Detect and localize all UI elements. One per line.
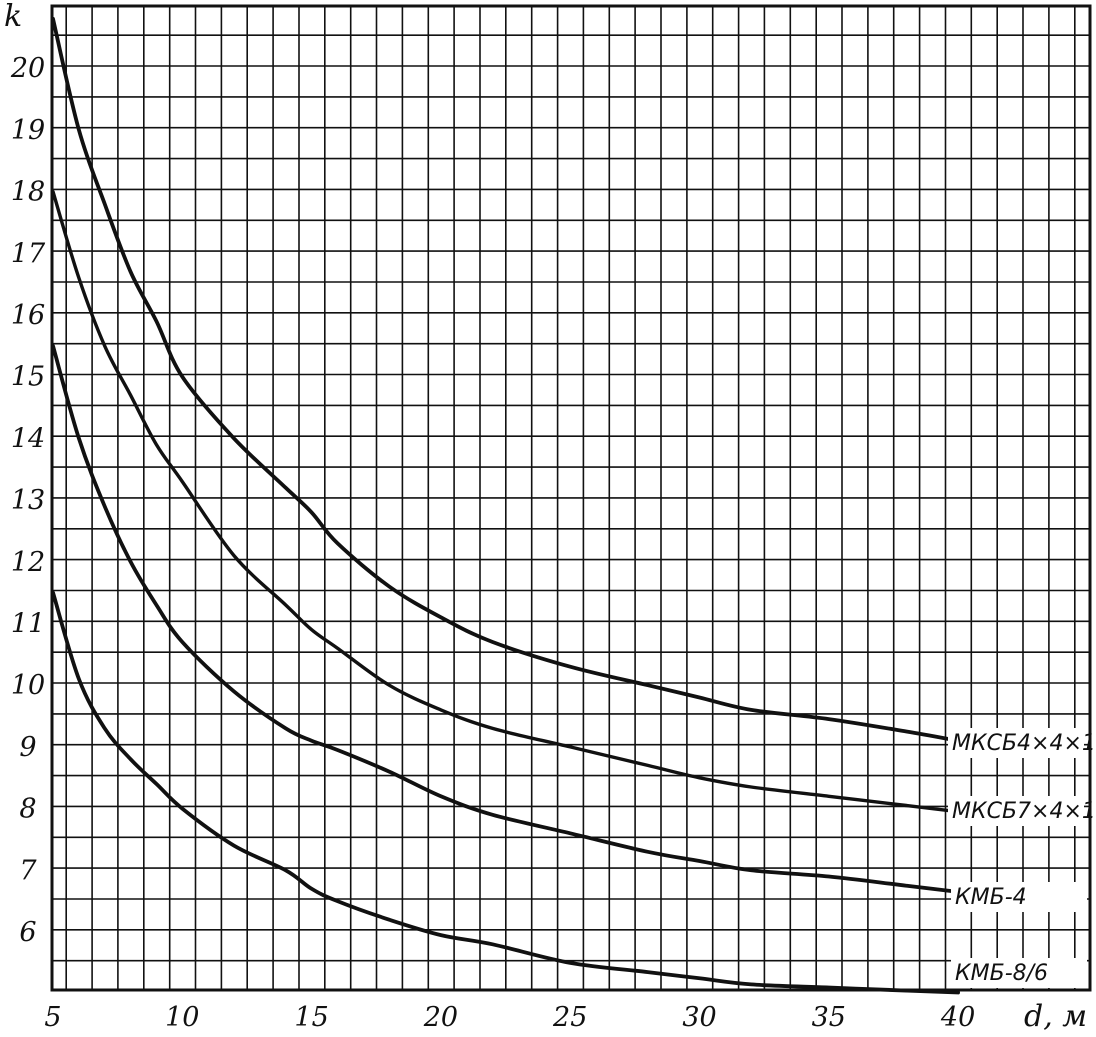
y-tick-label: 18	[11, 177, 45, 208]
plot-border	[50, 4, 1092, 992]
series-label-4: КМБ-8/6	[955, 961, 1048, 986]
y-axis-label: k	[4, 0, 22, 34]
grid	[50, 4, 1092, 992]
x-axis-label: d, м	[1024, 999, 1087, 1034]
series-label-background	[948, 796, 1084, 826]
x-tick-label: 15	[294, 1002, 328, 1033]
y-tick-label: 8	[19, 794, 36, 825]
series-line-4	[51, 590, 960, 995]
y-tick-label: 6	[19, 917, 36, 948]
series-line-3	[51, 344, 960, 894]
y-tick-label: 10	[11, 670, 45, 701]
y-tick-labels: 6 7 8 9 10 11 12 13 14 15 16 17 18 19 20	[10, 53, 46, 948]
x-tick-labels: 5 10 15 20 25 30 35 40	[44, 1002, 975, 1033]
x-tick-label: 10	[165, 1002, 199, 1033]
series-line-2	[51, 189, 960, 814]
x-tick-label: 20	[423, 1002, 458, 1033]
y-tick-label: 17	[11, 238, 46, 269]
series-line-1	[51, 16, 960, 743]
y-tick-label: 15	[11, 362, 45, 393]
y-tick-label: 9	[19, 732, 36, 763]
y-tick-label: 7	[19, 855, 37, 886]
y-tick-label: 20	[10, 53, 45, 84]
series-label-background	[951, 958, 1087, 988]
y-tick-label: 16	[11, 300, 45, 331]
series-label-3: КМБ-4	[955, 885, 1027, 910]
series-label-background	[948, 728, 1084, 758]
x-tick-label: 5	[44, 1002, 61, 1033]
series-label-2: МКСБ7×4×1,2	[952, 799, 1096, 824]
y-tick-label: 19	[11, 115, 45, 146]
x-tick-label: 40	[940, 1002, 975, 1033]
y-tick-label: 13	[11, 485, 45, 516]
y-tick-label: 14	[11, 423, 45, 454]
x-tick-label: 25	[552, 1002, 587, 1033]
x-tick-label: 35	[812, 1002, 846, 1033]
x-tick-label: 30	[682, 1002, 716, 1033]
series-labels: МКСБ4×4×1,2 МКСБ7×4×1,2 КМБ-4 КМБ-8/6	[948, 728, 1096, 988]
y-tick-label: 12	[11, 547, 45, 578]
series-curves	[51, 16, 960, 995]
series-label-background	[951, 882, 1087, 912]
series-label-1: МКСБ4×4×1,2	[952, 731, 1096, 756]
y-tick-label: 11	[11, 609, 45, 640]
